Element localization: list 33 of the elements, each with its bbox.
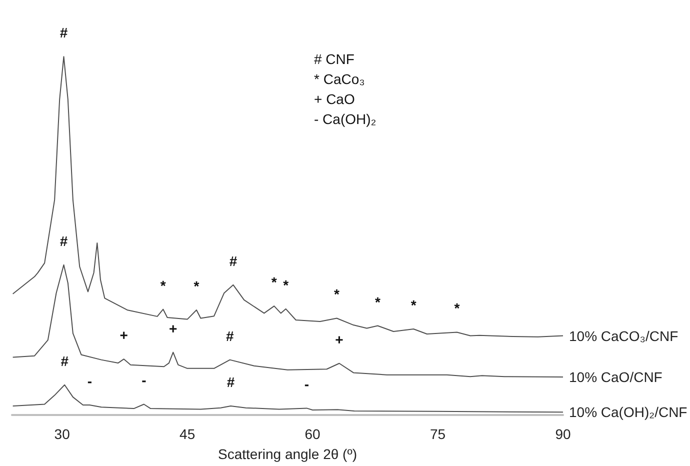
- x-tick-label: 60: [304, 426, 321, 442]
- annotation: + CaO: [314, 91, 355, 107]
- annotation: -: [304, 376, 310, 392]
- annotation: #: [60, 232, 68, 249]
- annotation: +: [335, 331, 344, 348]
- annotation: -: [142, 372, 147, 388]
- annotation: *: [194, 278, 200, 294]
- annotation: #: [226, 374, 235, 390]
- annotation: *: [283, 276, 290, 293]
- annotation: *: [160, 277, 166, 294]
- annotation: - Ca(OH)₂: [314, 111, 376, 127]
- annotation: #: [226, 328, 234, 344]
- annotation: +: [169, 320, 178, 336]
- annotation: *: [374, 294, 381, 310]
- series-label: 10% CaCO₃/CNF: [569, 328, 678, 344]
- annotation: *: [271, 274, 278, 290]
- annotation: #: [229, 252, 238, 269]
- x-tick-label: 45: [180, 426, 196, 442]
- annotation: # CNF: [314, 51, 354, 67]
- annotation: #: [60, 24, 68, 41]
- annotation: +: [120, 327, 128, 344]
- annotation: *: [454, 300, 460, 316]
- annotation: *: [410, 296, 417, 313]
- series-label: 10% Ca(OH)₂/CNF: [569, 404, 688, 420]
- series-label: 10% CaO/CNF: [569, 369, 662, 386]
- annotation: * CaCo₃: [314, 71, 365, 87]
- x-tick-label: 30: [54, 426, 70, 442]
- x-axis-title: Scattering angle 2θ (º): [218, 446, 357, 462]
- x-tick-label: 75: [430, 426, 446, 442]
- x-tick-label: 90: [555, 426, 571, 442]
- annotation: -: [87, 372, 92, 389]
- annotation: *: [334, 286, 340, 302]
- annotation: #: [60, 352, 69, 369]
